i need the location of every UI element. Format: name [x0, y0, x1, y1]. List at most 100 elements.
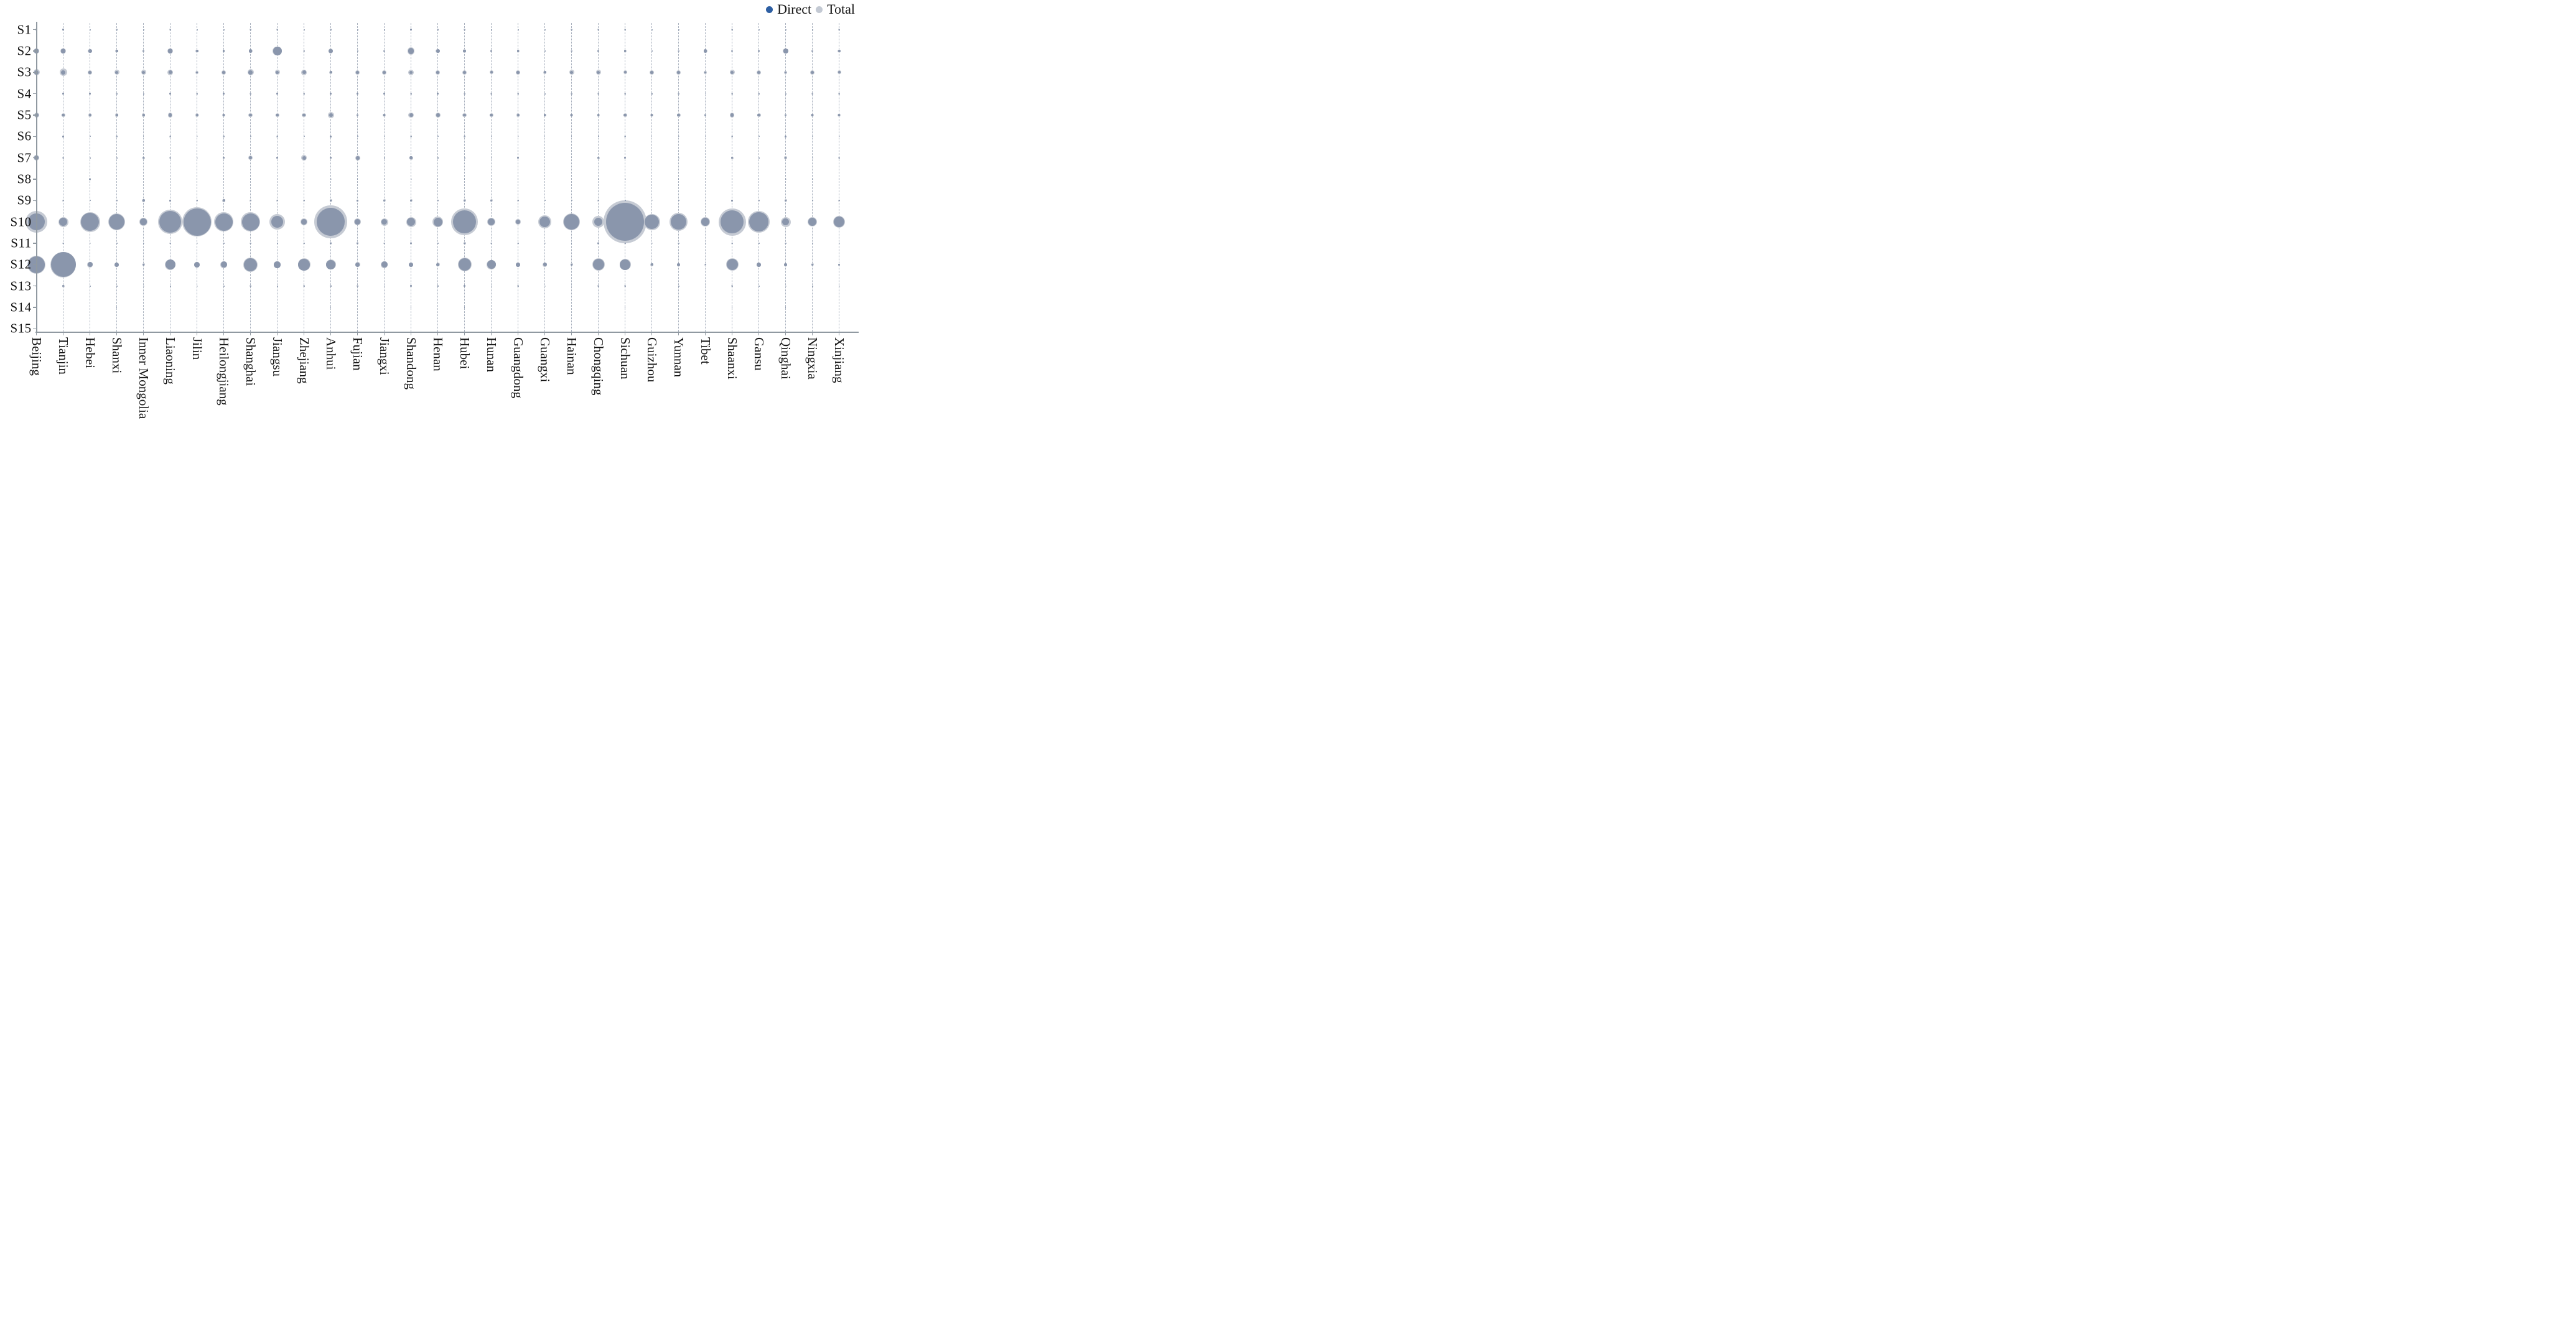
- gridline-hainan: [571, 23, 572, 332]
- x-tick-chongqing: [597, 332, 599, 335]
- bubble-direct-inner-mongolia-s1: [142, 29, 144, 30]
- bubble-direct-jiangsu-s11: [276, 243, 278, 244]
- bubble-direct-shaanxi-s1: [731, 29, 733, 30]
- bubble-direct-jiangsu-s7: [276, 157, 279, 159]
- bubble-direct-shandong-s11: [410, 242, 413, 245]
- bubble-direct-shaanxi-s3: [730, 70, 734, 75]
- bubble-direct-chongqing-s6: [597, 136, 599, 138]
- bubble-direct-guangdong-s13: [517, 285, 519, 287]
- x-label-chongqing: Chongqing: [591, 337, 607, 396]
- x-label-fujian: Fujian: [350, 337, 366, 371]
- bubble-direct-guangdong-s11: [517, 243, 519, 244]
- bubble-direct-shandong-s4: [410, 93, 412, 95]
- x-tick-xinjiang: [838, 332, 840, 335]
- bubble-direct-liaoning-s7: [169, 157, 171, 159]
- bubble-direct-tianjin-s10: [59, 218, 68, 226]
- bubble-direct-anhui-s5: [329, 113, 333, 118]
- x-label-guangxi: Guangxi: [538, 337, 553, 383]
- bubble-direct-anhui-s1: [330, 29, 332, 30]
- y-tick-s7: [32, 157, 37, 159]
- bubble-direct-tibet-s9: [705, 200, 706, 201]
- y-tick-s3: [32, 72, 37, 73]
- bubble-direct-chongqing-s4: [597, 93, 599, 95]
- x-tick-sichuan: [624, 332, 626, 335]
- bubble-direct-guizhou-s4: [651, 93, 653, 95]
- bubble-direct-zhejiang-s4: [303, 93, 305, 95]
- bubble-direct-liaoning-s9: [169, 200, 172, 202]
- bubble-direct-jiangxi-s11: [383, 243, 385, 244]
- bubble-direct-shaanxi-s9: [731, 200, 734, 202]
- bubble-direct-jiangxi-s3: [383, 71, 386, 74]
- bubble-direct-jiangxi-s1: [383, 29, 385, 30]
- bubble-direct-yunnan-s6: [678, 136, 679, 137]
- bubble-direct-zhejiang-s2: [303, 50, 305, 52]
- bubble-direct-jiangsu-s4: [276, 93, 279, 95]
- gridline-jiangsu: [277, 23, 278, 332]
- bubble-direct-anhui-s9: [330, 200, 332, 202]
- bubble-direct-shaanxi-s2: [731, 50, 734, 52]
- x-tick-shandong: [410, 332, 412, 335]
- bubble-direct-guangxi-s3: [543, 71, 546, 74]
- bubble-direct-jiangxi-s7: [383, 157, 385, 159]
- x-tick-anhui: [330, 332, 332, 335]
- y-label-s15: S15: [10, 320, 32, 336]
- x-label-guizhou: Guizhou: [645, 337, 660, 383]
- bubble-direct-shaanxi-s7: [731, 157, 734, 159]
- bubble-direct-jiangsu-s13: [276, 285, 278, 287]
- bubble-direct-yunnan-s9: [678, 200, 679, 202]
- bubble-direct-shanxi-s12: [114, 262, 119, 267]
- bubble-direct-hubei-s1: [464, 29, 465, 30]
- bubble-direct-sichuan-s5: [623, 113, 627, 117]
- bubble-direct-qinghai-s5: [785, 114, 787, 116]
- bubble-direct-shaanxi-s4: [731, 93, 733, 95]
- bubble-direct-yunnan-s13: [678, 285, 679, 287]
- bubble-direct-fujian-s2: [357, 50, 358, 52]
- bubble-direct-tibet-s10: [701, 218, 710, 226]
- bubble-direct-shanghai-s1: [250, 29, 251, 30]
- bubble-direct-tibet-s3: [704, 71, 707, 74]
- bubble-direct-hunan-s12: [487, 260, 496, 269]
- bubble-direct-henan-s11: [437, 243, 439, 244]
- bubble-direct-guizhou-s3: [650, 71, 654, 74]
- bubble-direct-zhejiang-s1: [303, 29, 305, 30]
- bubble-direct-guizhou-s12: [650, 263, 653, 266]
- bubble-direct-henan-s9: [437, 200, 439, 202]
- bubble-direct-hubei-s7: [464, 157, 465, 159]
- bubble-direct-guizhou-s6: [651, 136, 653, 137]
- bubble-direct-jilin-s5: [195, 114, 198, 117]
- x-label-hebei: Hebei: [83, 337, 98, 369]
- bubble-direct-chongqing-s13: [597, 285, 599, 287]
- legend-total-dot-icon: [816, 6, 823, 13]
- x-label-yunnan: Yunnan: [671, 337, 687, 378]
- bubble-direct-liaoning-s2: [168, 49, 173, 54]
- x-tick-jiangxi: [383, 332, 385, 335]
- x-label-henan: Henan: [431, 337, 446, 371]
- bubble-direct-sichuan-s2: [624, 50, 627, 52]
- x-tick-zhejiang: [303, 332, 305, 335]
- bubble-direct-ningxia-s6: [812, 136, 813, 137]
- bubble-direct-guizhou-s2: [651, 50, 653, 52]
- bubble-direct-gansu-s3: [757, 70, 761, 75]
- bubble-direct-guangdong-s1: [517, 29, 519, 30]
- bubble-direct-heilongjiang-s12: [220, 261, 227, 268]
- y-label-s4: S4: [17, 86, 32, 101]
- bubble-direct-fujian-s6: [357, 136, 358, 138]
- bubble-direct-shanxi-s1: [116, 29, 118, 30]
- bubble-direct-sichuan-s9: [624, 200, 626, 202]
- bubble-direct-anhui-s6: [330, 136, 332, 138]
- bubble-direct-hubei-s10: [453, 210, 477, 234]
- bubble-direct-inner-mongolia-s5: [142, 114, 145, 117]
- bubble-direct-fujian-s11: [357, 242, 359, 245]
- y-label-s6: S6: [17, 128, 32, 144]
- gridline-inner-mongolia: [143, 23, 144, 332]
- y-tick-s9: [32, 200, 37, 202]
- bubble-direct-hunan-s4: [490, 93, 492, 95]
- bubble-direct-zhejiang-s6: [303, 136, 305, 138]
- bubble-direct-shaanxi-s12: [726, 259, 738, 271]
- x-label-sichuan: Sichuan: [618, 337, 633, 380]
- bubble-direct-xinjiang-s4: [838, 93, 840, 95]
- bubble-direct-heilongjiang-s10: [215, 213, 233, 231]
- bubble-direct-gansu-s10: [749, 212, 769, 231]
- bubble-direct-guangxi-s7: [544, 157, 546, 159]
- y-tick-s8: [32, 179, 37, 180]
